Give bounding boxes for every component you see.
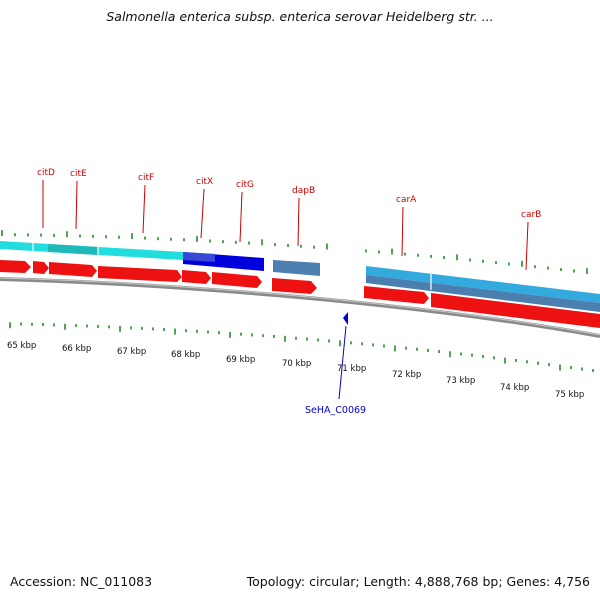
gene-band-steel-dapB[interactable] xyxy=(273,260,320,276)
outer-tick-row xyxy=(1,230,588,275)
cds-arrow[interactable] xyxy=(431,293,600,328)
genome-summary-text: Topology: circular; Length: 4,888,768 bp… xyxy=(246,574,590,589)
gene-label-citF[interactable]: citF xyxy=(138,173,154,183)
kbp-tick-label: 65 kbp xyxy=(7,341,36,351)
gene-band-steel-carB[interactable] xyxy=(366,275,600,312)
kbp-tick-label: 70 kbp xyxy=(282,359,311,369)
gene-band-cyan-mid[interactable] xyxy=(48,244,98,255)
kbp-tick-label: 69 kbp xyxy=(226,355,255,365)
gene-label-dapB[interactable]: dapB xyxy=(292,186,315,196)
gene-leader-line xyxy=(239,191,243,243)
inner-tick-row xyxy=(9,322,594,373)
kbp-scale: 65 kbp 66 kbp 67 kbp 68 kbp 69 kbp 70 kbp 71 k… xyxy=(7,341,584,400)
gene-band-blue-overlap[interactable] xyxy=(183,252,215,262)
cds-arrow[interactable] xyxy=(0,260,31,273)
gene-label-citD[interactable]: citD xyxy=(37,168,55,178)
accession-text: Accession: NC_011083 xyxy=(10,574,153,589)
cds-arrow[interactable] xyxy=(33,261,49,274)
cds-arrow[interactable] xyxy=(49,262,97,277)
gene-leader-line xyxy=(200,188,205,239)
map-title: Salmonella enterica subsp. enterica sero… xyxy=(106,9,494,24)
gene-leader-line xyxy=(401,206,404,257)
genome-backbone xyxy=(0,277,600,338)
cds-arrow-track xyxy=(0,260,600,328)
gene-leader-line xyxy=(75,180,78,230)
gene-label-layer: citD citE citF citX citG dapB carA carB xyxy=(37,168,541,271)
cds-arrow[interactable] xyxy=(272,278,317,294)
gene-leader-line xyxy=(525,221,529,271)
gene-label-citG[interactable]: citG xyxy=(236,180,254,190)
kbp-tick-label: 73 kbp xyxy=(446,376,475,386)
gene-label-citE[interactable]: citE xyxy=(70,169,87,179)
gene-label-citX[interactable]: citX xyxy=(196,177,213,187)
gene-band-cyan-left[interactable] xyxy=(0,241,215,262)
kbp-tick-label: 67 kbp xyxy=(117,347,146,357)
gene-label-carA[interactable]: carA xyxy=(396,195,417,205)
gene-label-carB[interactable]: carB xyxy=(521,210,541,220)
feature-label[interactable]: SeHA_C0069 xyxy=(305,405,366,416)
cds-arrow[interactable] xyxy=(212,272,262,288)
gene-leader-line xyxy=(142,184,146,234)
cds-arrow[interactable] xyxy=(98,266,182,282)
gene-band-sky-carA[interactable] xyxy=(366,266,600,303)
feature-marker[interactable] xyxy=(343,312,348,325)
kbp-tick-label: 75 kbp xyxy=(555,390,584,400)
kbp-tick-label: 71 kbp xyxy=(337,364,366,374)
gene-band-track xyxy=(0,241,600,312)
gene-leader-line xyxy=(297,197,300,247)
cds-arrow[interactable] xyxy=(182,270,211,284)
cds-arrow[interactable] xyxy=(364,286,429,304)
kbp-tick-label: 68 kbp xyxy=(171,350,200,360)
kbp-tick-label: 66 kbp xyxy=(62,344,91,354)
feature-leader xyxy=(338,325,347,400)
kbp-tick-label: 74 kbp xyxy=(500,383,529,393)
kbp-tick-label: 72 kbp xyxy=(392,370,421,380)
